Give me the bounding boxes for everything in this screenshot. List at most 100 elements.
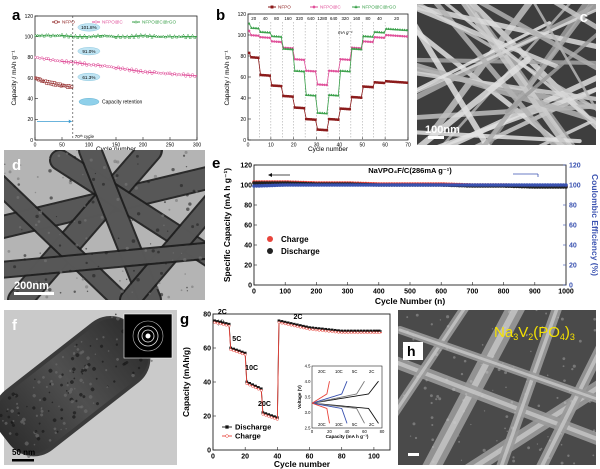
- texture-dot: [492, 355, 495, 358]
- panel-d-tem-image: d 200nm: [4, 150, 205, 300]
- texture-dot: [470, 423, 472, 426]
- texture-dot: [14, 393, 19, 398]
- data-point: [314, 183, 319, 187]
- data-point: [340, 183, 345, 187]
- texture-dot: [563, 379, 566, 383]
- data-point: [136, 35, 141, 39]
- texture-dot: [502, 362, 504, 364]
- formula-subscript: 2: [528, 332, 533, 342]
- data-point: [382, 81, 386, 85]
- data-point: [343, 69, 347, 73]
- texture-dot: [139, 358, 143, 362]
- texture-dot: [406, 330, 409, 334]
- texture-dot: [505, 415, 509, 419]
- retention-label: 91.0%: [82, 49, 95, 54]
- data-point: [316, 111, 320, 114]
- legend: Charge Discharge: [267, 235, 320, 256]
- curve-label: 20C: [318, 422, 326, 427]
- data-point: [51, 33, 55, 37]
- data-point: [65, 59, 68, 63]
- data-point: [168, 33, 172, 37]
- texture-dot: [81, 372, 84, 375]
- data-point: [362, 331, 366, 335]
- y-tick-label: 0: [243, 138, 246, 144]
- y-tick-label: 40: [244, 242, 252, 249]
- data-point: [336, 93, 340, 97]
- curve-label: 10C: [335, 422, 343, 427]
- data-point: [254, 34, 258, 37]
- texture-dot: [73, 377, 76, 380]
- texture-dot: [578, 339, 582, 343]
- data-point: [452, 183, 457, 187]
- data-point: [387, 80, 390, 83]
- data-point: [139, 68, 143, 72]
- data-point: [356, 331, 360, 335]
- data-point: [121, 66, 125, 70]
- series-group: [213, 319, 382, 421]
- fiber-highlight: [499, 310, 559, 465]
- data-point: [152, 33, 156, 37]
- data-point: [266, 30, 269, 34]
- texture-dot: [116, 197, 120, 201]
- rate-label: 2C: [293, 314, 302, 321]
- data-point: [307, 117, 310, 121]
- texture-dot: [19, 164, 22, 166]
- data-point: [473, 183, 477, 187]
- data-point: [134, 33, 138, 37]
- x-tick-label: 10: [268, 143, 274, 149]
- data-point: [150, 72, 154, 75]
- texture-dot: [92, 367, 96, 371]
- chart-note: NaVPO₄F/C(286mA g⁻¹): [368, 166, 452, 175]
- texture-dot: [60, 408, 64, 412]
- data-point: [382, 30, 386, 34]
- x-tick-label: 0: [34, 143, 37, 149]
- data-point: [85, 36, 89, 40]
- texture-dot: [545, 312, 548, 315]
- data-point: [398, 80, 402, 84]
- data-point: [323, 111, 326, 115]
- texture-dot: [588, 400, 592, 403]
- fiber: [417, 62, 596, 124]
- data-point: [351, 183, 355, 187]
- texture-dot: [70, 380, 74, 384]
- annotation-label: Capacity retention: [102, 100, 143, 106]
- data-point: [366, 183, 371, 187]
- texture-dot: [531, 383, 533, 386]
- fiber-core: [4, 243, 205, 277]
- data-point: [83, 61, 86, 64]
- fiber: [474, 87, 596, 145]
- texture-dot: [32, 394, 36, 398]
- data-point: [155, 71, 158, 74]
- texture-dot: [560, 432, 563, 435]
- y-tick-label: 120: [240, 162, 252, 169]
- texture-dot: [155, 286, 159, 290]
- data-point: [182, 72, 185, 76]
- texture-dot: [20, 420, 24, 424]
- texture-dot: [538, 448, 542, 452]
- data-point: [247, 51, 251, 55]
- texture-dot: [540, 447, 543, 450]
- x-tick-label: 100: [85, 143, 94, 149]
- data-point: [157, 34, 161, 38]
- curve-label: 2C: [369, 369, 374, 374]
- data-point: [375, 36, 379, 39]
- texture-dot: [65, 428, 67, 430]
- data-point: [265, 181, 269, 185]
- data-point: [252, 184, 256, 188]
- texture-dot: [133, 269, 135, 272]
- data-point: [483, 183, 488, 187]
- fiber-highlight: [398, 310, 466, 411]
- data-point: [42, 34, 46, 38]
- data-point: [366, 34, 370, 38]
- data-point: [408, 183, 412, 187]
- x-tick-label: 600: [435, 289, 447, 296]
- panel-letter-e: e: [212, 155, 220, 172]
- x-tick-label: 0: [211, 454, 215, 461]
- data-point: [314, 328, 318, 332]
- data-point: [373, 81, 377, 84]
- data-point: [397, 183, 402, 187]
- data-point: [330, 183, 334, 187]
- texture-dot: [52, 418, 57, 422]
- rate-label: 20: [251, 16, 256, 21]
- texture-dot: [107, 350, 110, 352]
